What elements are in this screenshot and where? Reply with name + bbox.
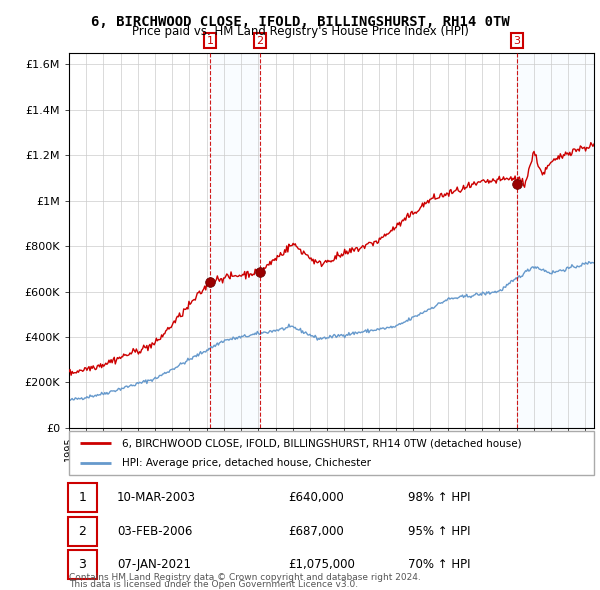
Text: 3: 3 [514, 35, 520, 45]
Bar [517, 53, 594, 428]
Text: 03-FEB-2006: 03-FEB-2006 [117, 525, 193, 538]
Text: 2: 2 [79, 525, 86, 538]
Text: £687,000: £687,000 [288, 525, 344, 538]
Text: HPI: Average price, detached house, Chichester: HPI: Average price, detached house, Chic… [121, 458, 371, 467]
Text: £1,075,000: £1,075,000 [288, 558, 355, 572]
Text: 1: 1 [79, 491, 86, 504]
Text: 3: 3 [79, 558, 86, 572]
Text: 98% ↑ HPI: 98% ↑ HPI [408, 491, 470, 504]
Text: 70% ↑ HPI: 70% ↑ HPI [408, 558, 470, 572]
Text: Price paid vs. HM Land Registry's House Price Index (HPI): Price paid vs. HM Land Registry's House … [131, 25, 469, 38]
Text: 6, BIRCHWOOD CLOSE, IFOLD, BILLINGSHURST, RH14 0TW: 6, BIRCHWOOD CLOSE, IFOLD, BILLINGSHURST… [91, 15, 509, 29]
Text: 95% ↑ HPI: 95% ↑ HPI [408, 525, 470, 538]
Text: 6, BIRCHWOOD CLOSE, IFOLD, BILLINGSHURST, RH14 0TW (detached house): 6, BIRCHWOOD CLOSE, IFOLD, BILLINGSHURST… [121, 438, 521, 448]
Text: This data is licensed under the Open Government Licence v3.0.: This data is licensed under the Open Gov… [69, 580, 358, 589]
Text: 2: 2 [256, 35, 263, 45]
Bar [210, 53, 260, 428]
Text: 10-MAR-2003: 10-MAR-2003 [117, 491, 196, 504]
Text: 07-JAN-2021: 07-JAN-2021 [117, 558, 191, 572]
FancyBboxPatch shape [69, 431, 594, 475]
Text: Contains HM Land Registry data © Crown copyright and database right 2024.: Contains HM Land Registry data © Crown c… [69, 573, 421, 582]
Text: 1: 1 [206, 35, 214, 45]
Text: £640,000: £640,000 [288, 491, 344, 504]
